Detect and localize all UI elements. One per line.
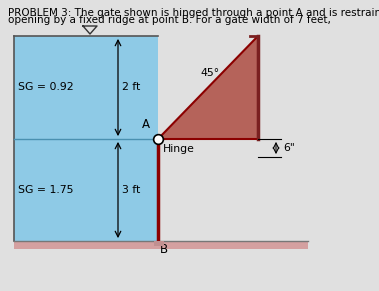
Text: B: B — [160, 243, 168, 256]
Text: A: A — [142, 118, 150, 131]
Text: 6": 6" — [283, 143, 295, 153]
Polygon shape — [14, 139, 158, 241]
Polygon shape — [14, 36, 158, 139]
Text: 45°: 45° — [200, 68, 219, 78]
Polygon shape — [14, 241, 308, 249]
Text: PROBLEM 3: The gate shown is hinged through a point A and is restrained from: PROBLEM 3: The gate shown is hinged thro… — [8, 8, 379, 18]
Text: SG = 0.92: SG = 0.92 — [18, 83, 74, 93]
Text: 3 ft: 3 ft — [122, 185, 140, 195]
Polygon shape — [154, 241, 164, 246]
Text: opening by a fixed ridge at point B. For a gate width of 7 feet,: opening by a fixed ridge at point B. For… — [8, 15, 331, 25]
Polygon shape — [158, 36, 258, 139]
Text: 2 ft: 2 ft — [122, 83, 140, 93]
Text: SG = 1.75: SG = 1.75 — [18, 185, 74, 195]
Text: Hinge: Hinge — [163, 144, 195, 154]
